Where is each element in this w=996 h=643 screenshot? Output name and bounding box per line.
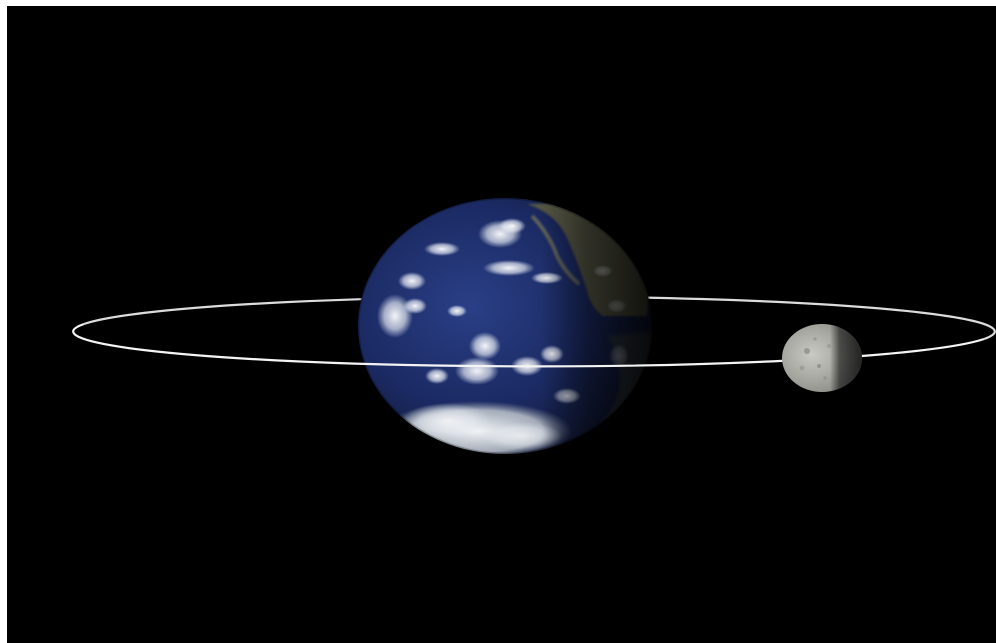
- space-viewport: [7, 6, 996, 643]
- earth-globe: [356, 196, 654, 456]
- earth-moon-scene: [72, 196, 996, 456]
- orbit-front-arc: [72, 322, 985, 368]
- moon: [782, 324, 862, 392]
